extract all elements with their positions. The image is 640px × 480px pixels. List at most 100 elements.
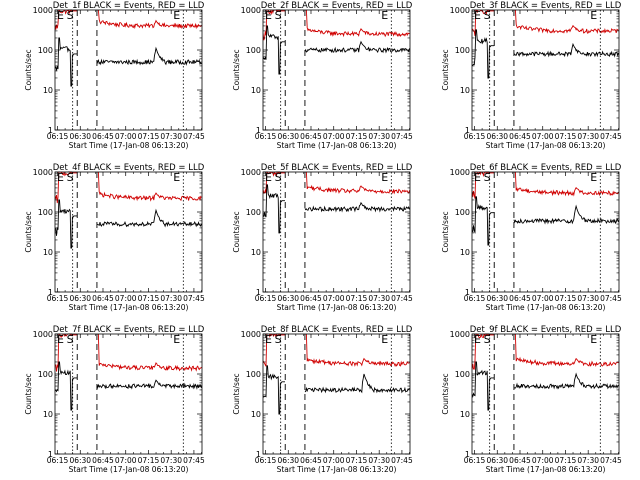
data-layer xyxy=(472,334,619,411)
x-tick-label: 07:30 xyxy=(368,456,390,465)
marker-e-left-label: E xyxy=(57,333,64,346)
x-tick-label: 06:15 xyxy=(47,456,69,465)
x-tick-label: 07:15 xyxy=(138,456,160,465)
y-tick-label: 100 xyxy=(38,370,53,379)
x-axis-title: Start Time (17-Jan-08 06:13:20) xyxy=(486,141,606,150)
series-events-pre-gap xyxy=(55,199,77,249)
data-layer xyxy=(472,10,619,79)
marker-e-right-label: E xyxy=(590,171,597,184)
x-axis-title: Start Time (17-Jan-08 06:13:20) xyxy=(277,303,397,312)
x-axis-title: Start Time (17-Jan-08 06:13:20) xyxy=(486,303,606,312)
x-axis-title: Start Time (17-Jan-08 06:13:20) xyxy=(69,303,189,312)
x-tick-label: 06:15 xyxy=(464,294,486,303)
x-tick-label: 06:15 xyxy=(255,456,277,465)
y-tick-label: 1000 xyxy=(450,330,470,339)
marker-e-left-label: E xyxy=(474,171,481,184)
x-tick-label: 07:30 xyxy=(577,132,599,141)
y-tick-label: 1000 xyxy=(33,330,53,339)
plot-frame xyxy=(262,333,411,455)
plot-frame xyxy=(54,171,203,293)
panel-title: Det_7f BLACK = Events, RED = LLD xyxy=(53,325,205,335)
x-tick-label: 06:15 xyxy=(255,294,277,303)
y-axis-title: Counts/sec xyxy=(24,49,33,90)
series-events-post-gap xyxy=(304,201,410,213)
x-tick-label: 06:30 xyxy=(486,132,508,141)
y-tick-label: 1 xyxy=(465,126,470,135)
y-axis-title: Counts/sec xyxy=(24,373,33,414)
panel-title: Det_8f BLACK = Events, RED = LLD xyxy=(261,325,413,335)
marker-s-label: S xyxy=(67,333,74,346)
x-tick-label: 06:45 xyxy=(92,456,114,465)
plot-frame xyxy=(262,171,411,293)
series-events-post-gap xyxy=(96,208,202,228)
y-tick-label: 100 xyxy=(455,208,470,217)
x-tick-label: 06:30 xyxy=(277,294,299,303)
series-events-pre-gap xyxy=(472,29,494,79)
y-tick-label: 10 xyxy=(460,248,470,257)
data-layer xyxy=(55,172,202,249)
y-tick-label: 1000 xyxy=(33,168,53,177)
series-lld-pre-gap xyxy=(55,10,77,30)
x-tick-label: 06:45 xyxy=(300,132,322,141)
data-layer xyxy=(55,334,202,411)
x-axis-title: Start Time (17-Jan-08 06:13:20) xyxy=(69,465,189,474)
panel-title: Det_2f BLACK = Events, RED = LLD xyxy=(261,1,413,11)
series-events-post-gap xyxy=(96,379,202,390)
x-axis-title: Start Time (17-Jan-08 06:13:20) xyxy=(277,465,397,474)
x-tick-label: 06:45 xyxy=(92,294,114,303)
x-tick-label: 07:30 xyxy=(368,294,390,303)
x-tick-label: 06:15 xyxy=(464,132,486,141)
x-tick-label: 07:00 xyxy=(532,132,554,141)
marker-e-right-label: E xyxy=(381,9,388,22)
plot-frame xyxy=(54,9,203,131)
x-tick-label: 07:00 xyxy=(115,294,137,303)
x-tick-label: 07:30 xyxy=(160,132,182,141)
y-tick-label: 1000 xyxy=(450,168,470,177)
marker-e-right-label: E xyxy=(381,171,388,184)
series-events-pre-gap xyxy=(472,361,494,411)
data-layer xyxy=(263,10,410,75)
y-tick-label: 10 xyxy=(43,410,53,419)
marker-s-label: S xyxy=(484,171,491,184)
panel-title: Det_1f BLACK = Events, RED = LLD xyxy=(53,1,205,11)
x-tick-label: 07:30 xyxy=(160,456,182,465)
y-tick-label: 100 xyxy=(38,46,53,55)
y-tick-label: 100 xyxy=(455,46,470,55)
data-layer xyxy=(472,172,619,246)
marker-e-right-label: E xyxy=(173,9,180,22)
data-layer xyxy=(55,10,202,87)
y-tick-label: 1 xyxy=(48,288,53,297)
x-tick-label: 07:15 xyxy=(346,294,368,303)
series-lld-post-gap xyxy=(304,10,410,38)
series-lld-post-gap xyxy=(96,334,202,372)
y-tick-label: 1000 xyxy=(241,6,261,15)
series-events-post-gap xyxy=(304,40,410,54)
x-tick-label: 07:15 xyxy=(555,132,577,141)
y-tick-label: 1000 xyxy=(450,6,470,15)
series-lld-pre-gap xyxy=(472,334,494,370)
panel-title: Det_9f BLACK = Events, RED = LLD xyxy=(470,325,622,335)
marker-s-label: S xyxy=(484,9,491,22)
series-events-pre-gap xyxy=(263,184,285,234)
y-tick-label: 100 xyxy=(246,46,261,55)
marker-e-left-label: E xyxy=(265,333,272,346)
y-tick-label: 100 xyxy=(246,370,261,379)
series-events-post-gap xyxy=(513,204,619,225)
y-tick-label: 10 xyxy=(460,410,470,419)
marker-e-right-label: E xyxy=(173,333,180,346)
x-tick-label: 07:45 xyxy=(183,456,205,465)
y-axis-title: Counts/sec xyxy=(232,373,241,414)
y-tick-label: 1 xyxy=(48,450,53,459)
series-lld-pre-gap xyxy=(263,334,285,367)
x-tick-label: 07:15 xyxy=(138,132,160,141)
x-tick-label: 07:45 xyxy=(600,294,622,303)
series-lld-pre-gap xyxy=(55,172,77,204)
series-lld-pre-gap xyxy=(472,172,494,199)
y-tick-label: 1 xyxy=(465,288,470,297)
x-tick-label: 07:30 xyxy=(577,294,599,303)
series-events-post-gap xyxy=(304,373,410,394)
